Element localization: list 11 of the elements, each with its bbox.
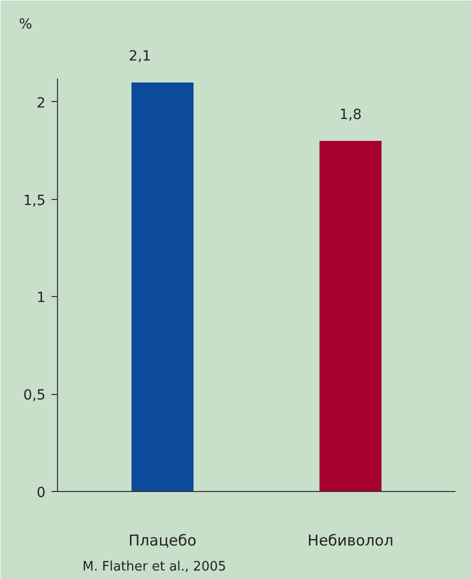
y-tick-label: 2 [36, 95, 46, 112]
text: M. Flather et al., 2005 [82, 560, 226, 574]
y-tick-label: 1 [36, 290, 46, 306]
x-tick-label: Плацебо [128, 532, 196, 550]
y-tick-label: 0,5 [23, 388, 46, 404]
y-tick-label: 1,5 [23, 192, 46, 209]
data-label: 1,8 [339, 106, 362, 123]
x-tick-label: Небиволол [308, 532, 394, 550]
data-label: 2,1 [128, 48, 152, 64]
y-axis-title: % [18, 16, 32, 32]
y-tick-label: 0 [36, 485, 46, 501]
